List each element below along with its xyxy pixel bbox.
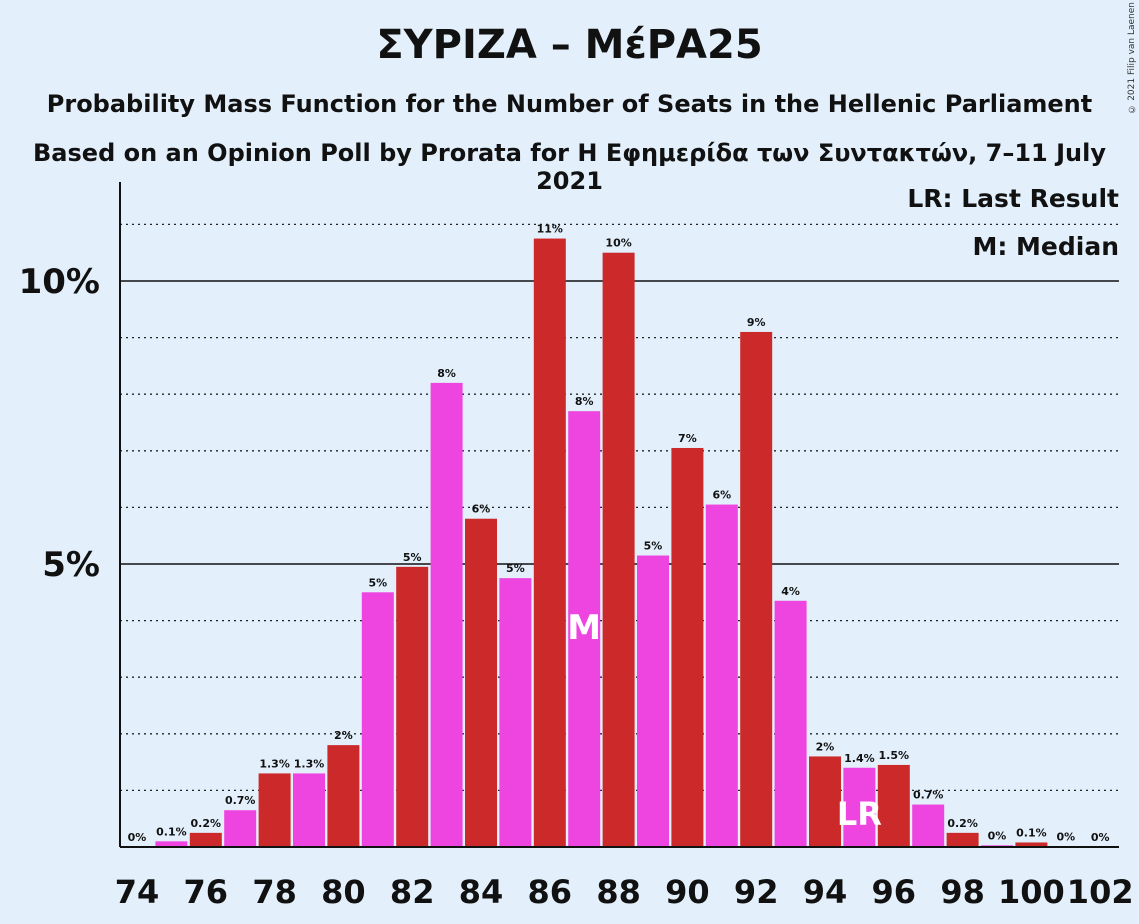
data-label: 8% (575, 395, 594, 408)
bar (877, 764, 910, 847)
x-tick-label: 96 (872, 873, 917, 911)
data-label: 0% (128, 831, 147, 844)
x-tick-label: 86 (528, 873, 573, 911)
x-tick-label: 90 (665, 873, 710, 911)
data-label: 0.1% (156, 825, 187, 838)
data-label: 0% (1056, 830, 1075, 843)
data-label: 9% (747, 316, 766, 329)
data-label: 4% (781, 585, 800, 598)
bar (327, 745, 360, 847)
bar (912, 804, 945, 847)
x-tick-label: 80 (321, 873, 366, 911)
data-label: 2% (334, 729, 353, 742)
data-label: 5% (368, 576, 387, 589)
data-label: 1.3% (259, 757, 290, 770)
x-tick-label: 84 (459, 873, 504, 911)
bar (671, 447, 704, 847)
data-label: 10% (605, 237, 631, 250)
x-tick-label: 100 (998, 873, 1065, 911)
bar (533, 238, 566, 848)
data-label: 0.7% (225, 794, 256, 807)
x-tick-label: 88 (596, 873, 641, 911)
median-marker: M (567, 608, 601, 648)
bar (396, 566, 429, 847)
bar (258, 773, 291, 847)
data-label: 7% (678, 432, 697, 445)
bar (224, 810, 257, 847)
data-label: 0% (1091, 831, 1110, 844)
bar (946, 832, 979, 847)
last-result-marker: LR (837, 795, 882, 833)
data-label: 0.7% (913, 789, 944, 802)
bar (293, 773, 325, 847)
chart-title: ΣΥΡΙΖΑ – ΜέΡΑ25 (376, 22, 763, 68)
bar (155, 841, 188, 847)
data-label: 0% (988, 829, 1007, 842)
bar (1015, 842, 1048, 847)
x-tick-label: 92 (734, 873, 779, 911)
chart-source: Based on an Opinion Poll by Prorata for … (33, 139, 1106, 195)
x-tick-label: 102 (1067, 873, 1134, 911)
bar (740, 331, 773, 847)
bar (189, 832, 222, 847)
y-tick-label: 10% (19, 262, 100, 302)
data-label: 6% (712, 489, 731, 502)
data-label: 5% (403, 551, 422, 564)
data-label: 8% (437, 367, 456, 380)
bar (568, 411, 601, 847)
bar (809, 756, 841, 847)
y-tick-label: 5% (42, 545, 100, 585)
bar (843, 767, 876, 847)
data-label: 0.2% (947, 817, 978, 830)
x-tick-label: 98 (940, 873, 985, 911)
bar (705, 504, 738, 847)
x-tick-label: 82 (390, 873, 435, 911)
x-tick-label: 78 (252, 873, 297, 911)
bar (361, 592, 394, 847)
data-label: 1.4% (844, 752, 875, 765)
legend-last-result: LR: Last Result (907, 184, 1119, 213)
x-tick-label: 76 (184, 873, 229, 911)
bar (465, 518, 497, 847)
data-label: 1.5% (879, 749, 910, 762)
x-tick-label: 94 (803, 873, 848, 911)
bar (637, 555, 669, 847)
data-label: 0.1% (1016, 826, 1047, 839)
data-label: 1.3% (294, 757, 325, 770)
data-label: 11% (537, 223, 563, 236)
x-tick-label: 74 (115, 873, 160, 911)
chart-subtitle: Probability Mass Function for the Number… (46, 90, 1093, 118)
data-label: 0.2% (191, 817, 222, 830)
data-label: 2% (816, 740, 835, 753)
data-label: 5% (644, 540, 663, 553)
bar (602, 252, 635, 847)
bar (499, 578, 532, 847)
data-label: 5% (506, 562, 525, 575)
legend-median: M: Median (972, 232, 1119, 261)
bar (430, 382, 463, 847)
bar (774, 600, 807, 847)
data-label: 6% (472, 503, 491, 516)
